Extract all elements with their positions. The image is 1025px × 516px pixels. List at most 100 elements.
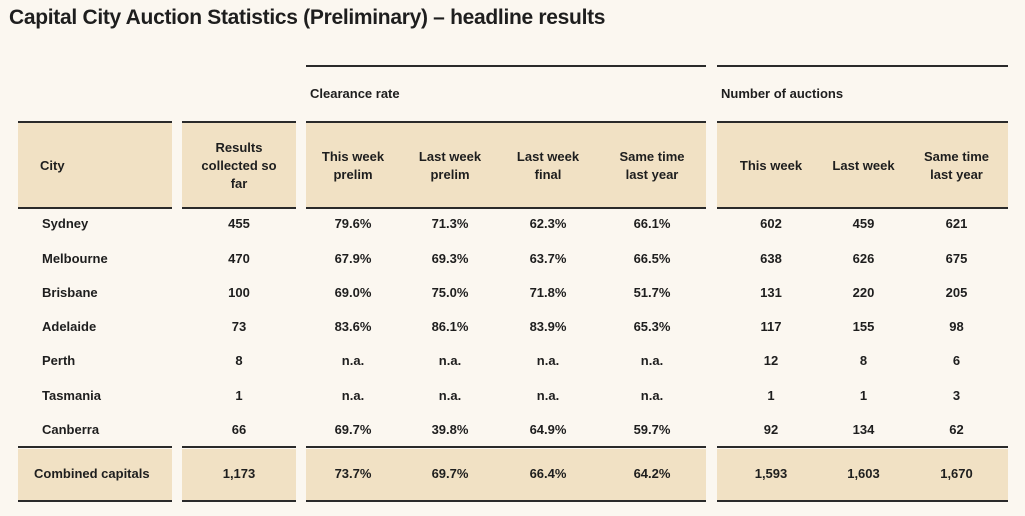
table-cell: 131 <box>760 285 782 300</box>
column-header-text: Results collected so far <box>201 139 277 191</box>
table-cell: 73 <box>231 319 247 334</box>
header-rule <box>306 207 706 209</box>
table-cell: 59.7% <box>633 422 671 437</box>
table-cell: 459 <box>852 216 875 231</box>
column-header-text: Last week prelim <box>418 148 482 182</box>
total-cell: 1,173 <box>222 466 256 481</box>
column-header: Last week <box>815 123 912 208</box>
table-cell: Perth <box>42 353 76 368</box>
table-cell: 66.5% <box>633 251 671 266</box>
header-band <box>182 123 296 208</box>
table-cell: 67.9% <box>334 251 372 266</box>
table-cell: n.a. <box>438 388 462 403</box>
table-cell: 621 <box>945 216 968 231</box>
column-header-text: Same time last year <box>923 148 990 182</box>
total-cell: 66.4% <box>529 466 567 481</box>
table-cell: 69.3% <box>431 251 469 266</box>
group-header: Number of auctions <box>721 86 844 101</box>
total-rule <box>182 446 296 448</box>
total-band <box>182 449 296 500</box>
table-cell: 8 <box>235 353 243 368</box>
table-cell: 62 <box>949 422 964 437</box>
table-cell: 71.8% <box>529 285 567 300</box>
title: Capital City Auction Statistics (Prelimi… <box>9 6 606 29</box>
header-rule <box>306 121 706 123</box>
column-header-text: Same time last year <box>619 148 685 182</box>
total-cell: 69.7% <box>431 466 469 481</box>
total-rule <box>306 500 706 502</box>
table-cell: 638 <box>760 251 782 266</box>
table-cell: 83.9% <box>529 319 567 334</box>
total-rule <box>717 500 1008 502</box>
table-cell: 1 <box>235 388 243 403</box>
column-header: City <box>18 123 172 208</box>
total-rule <box>18 500 172 502</box>
table-cell: n.a. <box>640 353 664 368</box>
table-cell: 117 <box>760 319 782 334</box>
header-rule <box>18 121 172 123</box>
table-cell: 64.9% <box>529 422 567 437</box>
table-cell: n.a. <box>536 353 560 368</box>
table-cell: Adelaide <box>42 319 97 334</box>
total-rule <box>717 446 1008 448</box>
table-cell: n.a. <box>438 353 462 368</box>
column-header: This week prelim <box>306 123 400 208</box>
table-cell: 675 <box>945 251 968 266</box>
column-header: Same time last year <box>598 123 706 208</box>
total-rule <box>182 500 296 502</box>
header-band <box>717 123 1008 208</box>
table-cell: 155 <box>852 319 875 334</box>
header-rule <box>182 207 296 209</box>
table-cell: 205 <box>945 285 968 300</box>
column-header-text: This week prelim <box>321 148 385 182</box>
column-header-text: This week <box>739 157 803 173</box>
group-rule <box>717 65 1008 67</box>
total-cell: 1,593 <box>754 466 788 481</box>
total-rule <box>18 446 172 448</box>
column-header-text: Last week <box>832 157 895 173</box>
table-cell: Canberra <box>42 422 100 437</box>
table-cell: 98 <box>949 319 964 334</box>
table-cell: 86.1% <box>431 319 469 334</box>
table-cell: Sydney <box>42 216 89 231</box>
table-cell: 39.8% <box>431 422 469 437</box>
table-cell: 79.6% <box>334 216 372 231</box>
table-cell: n.a. <box>341 353 365 368</box>
total-cell: Combined capitals <box>34 466 150 481</box>
column-header: Last week prelim <box>402 123 498 208</box>
column-header-text: City <box>40 157 65 173</box>
table-cell: 69.0% <box>334 285 372 300</box>
table-cell: 6 <box>952 353 961 368</box>
header-band <box>306 123 706 208</box>
header-band <box>18 123 172 208</box>
total-rule <box>306 446 706 448</box>
table-cell: 65.3% <box>633 319 671 334</box>
column-header-text: Last week final <box>516 148 580 182</box>
table-cell: n.a. <box>536 388 560 403</box>
group-header: Clearance rate <box>310 86 400 101</box>
table-cell: 134 <box>852 422 875 437</box>
table-cell: 220 <box>852 285 875 300</box>
table-cell: 470 <box>228 251 250 266</box>
table-cell: 69.7% <box>334 422 372 437</box>
table-cell: 66.1% <box>633 216 671 231</box>
total-band <box>306 449 706 500</box>
table-cell: 3 <box>952 388 961 403</box>
total-cell: 1,603 <box>847 466 880 481</box>
table-cell: 1 <box>767 388 775 403</box>
total-band <box>717 449 1008 500</box>
table-cell: 8 <box>859 353 868 368</box>
column-header: This week <box>717 123 825 208</box>
column-header: Same time last year <box>905 123 1008 208</box>
table-cell: 100 <box>228 285 250 300</box>
header-rule <box>717 207 1008 209</box>
header-rule <box>182 121 296 123</box>
table-cell: 66 <box>231 422 247 437</box>
table-cell: 626 <box>852 251 875 266</box>
total-band <box>18 449 172 500</box>
table-cell: 63.7% <box>529 251 567 266</box>
total-cell: 64.2% <box>633 466 671 481</box>
column-header: Results collected so far <box>182 123 296 208</box>
group-rule <box>306 65 706 67</box>
